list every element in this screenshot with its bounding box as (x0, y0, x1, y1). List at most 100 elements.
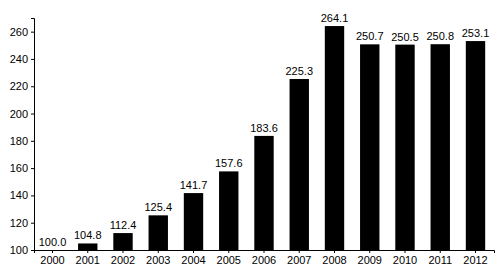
tick: 140 (10, 189, 34, 201)
tick: 180 (10, 135, 34, 147)
tick-label: 220 (10, 80, 28, 92)
tick: 2010 (393, 250, 417, 266)
tick: 2007 (287, 250, 311, 266)
bar (78, 243, 97, 250)
tick: 240 (10, 53, 34, 65)
data-label: 250.8 (426, 30, 454, 42)
tick: 120 (10, 217, 34, 229)
tick-mark (193, 250, 194, 253)
tick-label: 2006 (252, 254, 276, 266)
axis-line (31, 19, 35, 251)
bar (219, 171, 238, 250)
data-label: 225.3 (285, 65, 313, 77)
tick-mark (31, 32, 34, 33)
bar (254, 136, 273, 250)
tick: 160 (10, 162, 34, 174)
tick-label: 2003 (146, 254, 170, 266)
tick: 2004 (181, 250, 205, 266)
bar (360, 44, 379, 250)
tick-label: 100 (10, 244, 28, 256)
tick-mark (475, 250, 476, 253)
tick-mark (31, 114, 34, 115)
bar (466, 41, 485, 250)
tick-mark (87, 250, 88, 253)
tick-label: 2010 (393, 254, 417, 266)
tick-mark (334, 250, 335, 253)
tick-label: 2001 (76, 254, 100, 266)
tick-mark (404, 250, 405, 253)
data-label: 104.8 (74, 229, 102, 241)
x-axis: 2000 2001 2002 2003 2004 2005 2006 2007 2008 2009… (35, 250, 495, 266)
tick-mark (31, 195, 34, 196)
bar (43, 250, 62, 251)
tick-label: 2004 (181, 254, 205, 266)
tick-label: 2005 (217, 254, 241, 266)
tick-label: 240 (10, 53, 28, 65)
data-label: 100.0 (39, 236, 67, 248)
tick-mark (369, 250, 370, 253)
y-axis: 100 120 140 160 180 200 220 240 260 (10, 19, 35, 257)
tick: 2012 (463, 250, 487, 266)
tick-mark (31, 141, 34, 142)
tick-mark (52, 250, 53, 253)
tick-mark (158, 250, 159, 253)
tick-mark (31, 250, 34, 251)
data-label: 250.7 (356, 30, 384, 42)
tick-label: 2002 (111, 254, 135, 266)
tick-label: 260 (10, 26, 28, 38)
tick: 2000 (40, 250, 64, 266)
tick-mark (123, 250, 124, 253)
tick-label: 140 (10, 189, 28, 201)
tick: 220 (10, 80, 34, 92)
tick-label: 2007 (287, 254, 311, 266)
bar (184, 193, 203, 250)
bar (325, 26, 344, 250)
data-label: 157.6 (215, 157, 243, 169)
data-labels: 100.0 104.8 112.4 125.4 141.7 157.6 183.6 225.3… (39, 12, 490, 248)
tick-mark (31, 223, 34, 224)
tick-mark (31, 59, 34, 60)
tick: 100 (10, 244, 34, 256)
data-label: 183.6 (250, 122, 278, 134)
tick-label: 2011 (428, 254, 452, 266)
chart: 1001201401601802002202402602000200120022… (0, 0, 500, 270)
tick-label: 180 (10, 135, 28, 147)
bar (149, 215, 168, 250)
tick-mark (31, 168, 34, 169)
data-label: 141.7 (180, 179, 208, 191)
tick-mark (264, 250, 265, 253)
bar (113, 233, 132, 250)
tick: 2008 (322, 250, 346, 266)
tick: 2003 (146, 250, 170, 266)
bar (290, 79, 309, 250)
tick: 2005 (217, 250, 241, 266)
data-label: 125.4 (144, 201, 172, 213)
tick-mark (299, 250, 300, 253)
tick: 200 (10, 108, 34, 120)
tick-label: 160 (10, 162, 28, 174)
tick-mark (228, 250, 229, 253)
bar (395, 45, 414, 250)
tick: 2006 (252, 250, 276, 266)
data-label: 250.5 (391, 31, 419, 43)
plot: 1001201401601802002202402602000200120022… (10, 12, 495, 266)
tick: 2009 (358, 250, 382, 266)
tick-label: 2008 (322, 254, 346, 266)
tick-label: 2012 (463, 254, 487, 266)
bar (431, 44, 450, 250)
data-label: 253.1 (462, 27, 490, 39)
bars (78, 26, 485, 250)
tick: 2002 (111, 250, 135, 266)
tick: 2011 (428, 250, 452, 266)
tick-label: 2000 (40, 254, 64, 266)
axis-line (35, 251, 495, 254)
data-label: 264.1 (321, 12, 349, 24)
data-label: 112.4 (110, 219, 137, 231)
tick: 260 (10, 26, 34, 38)
tick-mark (440, 250, 441, 253)
tick-label: 200 (10, 108, 28, 120)
tick-mark (31, 86, 34, 87)
tick-label: 2009 (358, 254, 382, 266)
tick: 2001 (76, 250, 100, 266)
tick-label: 120 (10, 217, 28, 229)
